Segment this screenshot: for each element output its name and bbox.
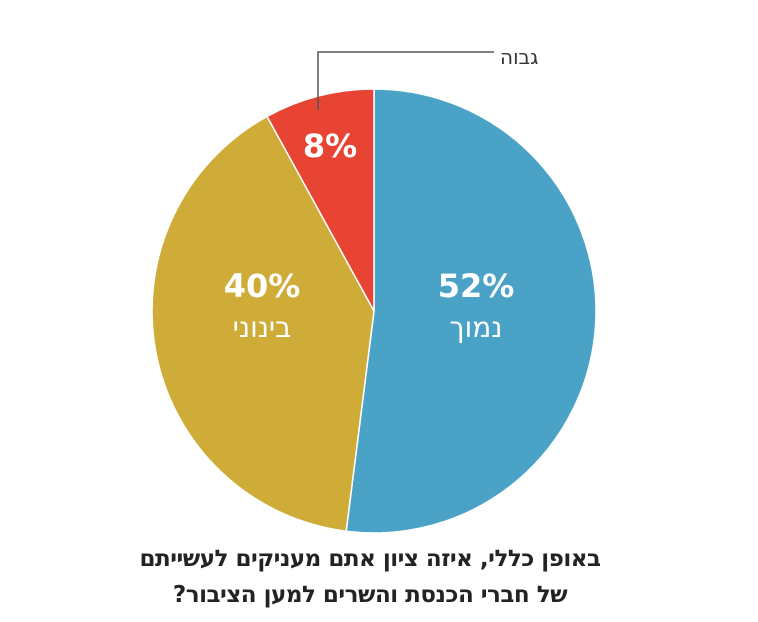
slice-category-label: נמוך: [450, 311, 503, 344]
pie-slice-1: [151, 115, 375, 533]
slice-value-label: 40%: [224, 267, 301, 305]
pie-slice-2: [266, 88, 375, 312]
slice-value-label: 52%: [438, 267, 515, 305]
slice-value-label: 8%: [303, 127, 357, 165]
pie-slice-0: [345, 88, 597, 534]
chart-title-line-2: של חברי הכנסת והשרים למען הציבור?: [172, 582, 568, 608]
slice-category-label: בינוני: [233, 311, 292, 344]
slice-category-label: גבוה: [500, 45, 538, 69]
chart-title-line-1: באופן כללי, איזה ציון אתם מעניקים לעשיית…: [139, 546, 602, 572]
leader-line: [317, 51, 494, 110]
